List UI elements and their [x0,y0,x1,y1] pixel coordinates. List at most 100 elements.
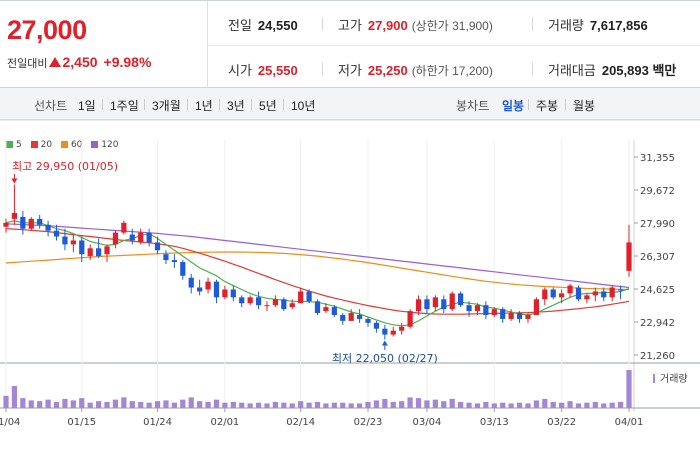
volume-bar [365,401,371,408]
legend-swatch [6,141,13,148]
volume-bar [601,403,607,408]
divider [283,99,284,110]
divider [219,99,220,110]
volume-bar [197,401,203,408]
candle-body [483,305,489,315]
volume-bar [230,401,236,408]
candle-body [20,216,26,229]
volume-bar [37,401,43,408]
volume-bar [432,399,438,408]
period-1y[interactable]: 1년 [195,99,213,113]
volume-bar [584,402,590,408]
volume-bar [171,402,177,408]
volume-bar [491,403,497,408]
candle-body [188,277,194,288]
candle-body [28,218,34,229]
volume-bar [138,401,144,408]
up-arrow-icon [49,57,62,67]
volume-bar [112,399,119,408]
candle-body [356,314,363,319]
candle-body [213,281,220,298]
volume-bar [28,400,34,408]
candle-body [432,297,438,308]
volume-bar [95,401,102,408]
candle-body [163,254,169,261]
legend-ma20: 20 [30,140,52,150]
period-3y[interactable]: 3년 [227,99,245,113]
current-price: 27,000 [7,15,87,45]
divider [532,17,533,31]
volume-bar [53,401,60,408]
volume-bar [188,397,194,408]
divider [251,99,252,110]
candle-chart-label: 봉차트 [456,99,490,113]
candle-weekly[interactable]: 주봉 [536,99,559,113]
stat-label: 시가 [228,63,252,78]
period-3m[interactable]: 3개월 [152,99,181,113]
divider [565,99,566,110]
candle-body [390,330,396,335]
volume-bar [62,398,68,408]
y-tick-label: 29,672 [640,186,675,197]
candle-body [104,246,110,255]
candle-body [255,297,262,306]
candle-monthly[interactable]: 월봉 [573,99,596,113]
ma-line-ma120 [5,223,630,289]
volume-bar [348,403,354,408]
candle-body [70,240,76,245]
volume-bar [298,401,304,408]
volume-bar [500,402,506,408]
candle-daily[interactable]: 일봉 [502,99,525,113]
period-1w[interactable]: 1주일 [110,99,139,113]
candle-body [79,240,85,255]
divider [528,99,529,110]
ma-line-ma60 [5,251,630,291]
candle-body [272,299,279,306]
candle-body [45,224,51,231]
volume-bar [79,398,85,408]
volume-bar [399,401,405,408]
low-annotation: 최저 22,050 (02/27) [332,352,438,365]
change-value: 2,450 [62,54,98,70]
candle-body [399,326,405,331]
volume-bar [264,403,270,408]
candle-body [323,307,329,312]
volume-bar [390,401,396,408]
candle-body [533,299,540,315]
volume-bar [239,402,245,408]
volume-bar [331,402,337,408]
candle-body [626,242,632,271]
candle-body [449,293,455,310]
volume-label: 거래량 [660,373,688,385]
volume-bar [533,400,540,408]
chart-toolbar: 선차트 1일 1주일 3개월 1년 3년 5년 10년 봉차트 일봉 주봉 월봉 [0,88,700,120]
candle-body [129,234,135,241]
x-tick-label: 01/15 [67,417,96,428]
candle-body [264,305,270,307]
candlestick-chart[interactable]: 31,355 29,672 27,990 26,307 24,625 22,942 21,2… [0,120,700,450]
period-5y[interactable]: 5년 [259,99,277,113]
y-tick-label: 21,260 [640,351,675,362]
lower-limit: (하한가 17,200) [411,64,493,78]
candle-body [348,313,354,321]
candle-body [601,291,607,298]
y-tick-label: 26,307 [640,252,675,263]
period-1d[interactable]: 1일 [78,99,96,113]
stat-label: 거래량 [548,18,584,33]
candle-body [331,307,337,315]
candle-body [121,222,127,233]
candle-body [516,313,523,319]
candle-body [11,212,18,219]
high-annotation: 최고 29,950 (01/05) [12,160,118,173]
divider [322,17,323,31]
legend-ma120: 120 [91,140,118,150]
volume-bar [542,398,548,408]
candle-body [180,262,186,276]
period-10y[interactable]: 10년 [291,99,316,113]
stat-label: 고가 [338,18,362,33]
candle-body [365,318,371,323]
volume-bar [458,401,464,408]
candle-body [525,314,531,319]
volume-bar [255,402,262,408]
y-tick-label: 27,990 [640,219,675,230]
